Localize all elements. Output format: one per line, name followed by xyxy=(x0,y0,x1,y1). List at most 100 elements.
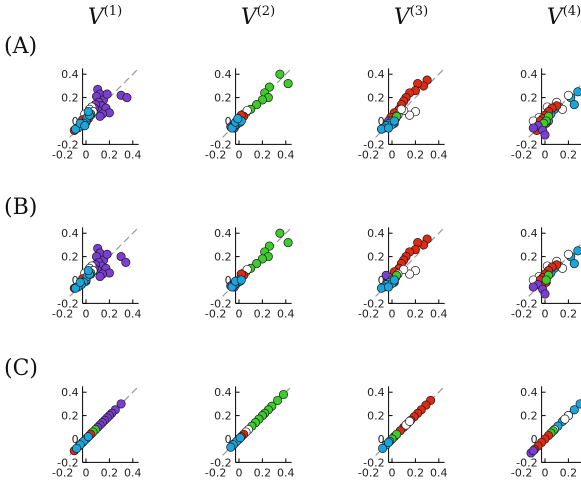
row-label-1: (A) xyxy=(4,34,37,59)
column-title-superscript: (1) xyxy=(104,4,122,19)
y-tick-label: 0 xyxy=(225,433,232,446)
x-tick-label: 0 xyxy=(236,307,243,320)
y-tick-label: -0.2 xyxy=(210,138,231,151)
y-tick-label: 0.2 xyxy=(520,251,538,264)
row-label-3: (C) xyxy=(4,356,38,381)
data-point-green xyxy=(252,100,262,110)
y-tick-label: -0.2 xyxy=(516,456,537,469)
data-point-cyan xyxy=(389,116,399,126)
x-tick-label: 0.4 xyxy=(430,466,448,479)
data-point-purple xyxy=(121,257,131,267)
y-tick-label: 0.4 xyxy=(520,68,538,81)
y-tick-label: 0 xyxy=(72,274,79,287)
y-tick-label: 0.2 xyxy=(214,410,232,423)
data-point-cyan xyxy=(233,114,243,124)
y-tick-label: 0.4 xyxy=(214,68,232,81)
data-point-cyan xyxy=(83,432,93,442)
panel-C-4: -0.200.20.4-0.200.20.4 xyxy=(511,386,581,479)
row-label-2: (B) xyxy=(4,195,37,220)
panel-B-4: -0.200.20.4-0.200.20.4 xyxy=(511,227,581,320)
data-point-cyan xyxy=(383,437,394,448)
x-tick-label: -0.2 xyxy=(358,307,379,320)
x-tick-label: 0.2 xyxy=(254,307,272,320)
panel-A-4: -0.200.20.4-0.200.20.4 xyxy=(511,68,581,161)
data-point-purple xyxy=(528,446,538,456)
data-point-cyan xyxy=(70,124,81,134)
y-tick-label: -0.2 xyxy=(363,138,384,151)
x-tick-label: 0.2 xyxy=(407,307,425,320)
y-tick-label: 0 xyxy=(531,433,538,446)
x-tick-label: 0.4 xyxy=(277,466,295,479)
column-title-2: V(2) xyxy=(241,4,275,30)
y-tick-label: -0.2 xyxy=(516,138,537,151)
data-point-purple xyxy=(116,399,126,409)
data-point-cyan xyxy=(75,277,85,287)
data-point-purple xyxy=(528,123,538,133)
data-point-purple xyxy=(95,271,105,282)
y-tick-label: 0.2 xyxy=(520,410,538,423)
y-tick-label: 0 xyxy=(378,274,385,287)
x-tick-label: -0.2 xyxy=(358,466,379,479)
data-point-cyan xyxy=(235,433,245,443)
y-tick-label: 0.2 xyxy=(367,251,385,264)
y-tick-label: 0 xyxy=(225,274,232,287)
y-tick-label: 0.4 xyxy=(61,68,79,81)
x-tick-label: 0.2 xyxy=(101,307,119,320)
data-point-cyan xyxy=(83,107,93,117)
data-point-green xyxy=(275,69,285,79)
panel-C-3: -0.2 0 0.2 0.4 -0.2 0 0.2 0.4 xyxy=(358,386,448,479)
y-tick-label: 0.2 xyxy=(61,92,79,105)
x-tick-label: 0.2 xyxy=(407,466,425,479)
y-tick-label: -0.2 xyxy=(363,297,384,310)
data-point-white xyxy=(563,249,573,259)
x-tick-label: 0.4 xyxy=(277,148,295,161)
y-tick-label: 0 xyxy=(378,115,385,128)
x-tick-label: -0.2 xyxy=(511,466,532,479)
x-tick-label: -0.2 xyxy=(52,307,73,320)
column-title-base: V xyxy=(88,5,106,30)
data-point-cyan xyxy=(80,121,90,131)
data-point-purple xyxy=(95,111,105,121)
data-point-cyan xyxy=(378,443,388,453)
x-tick-label: 0 xyxy=(83,148,90,161)
y-tick-label: 0.4 xyxy=(367,227,385,240)
x-tick-label: 0.2 xyxy=(560,307,578,320)
y-tick-label: 0.4 xyxy=(61,386,79,399)
column-title-4: V(4) xyxy=(547,4,581,30)
data-point-purple xyxy=(381,270,391,280)
x-tick-label: 0 xyxy=(542,148,549,161)
data-point-green xyxy=(541,275,551,285)
data-point-green xyxy=(273,395,283,405)
column-title-base: V xyxy=(241,5,259,30)
y-tick-label: 0.4 xyxy=(367,68,385,81)
data-point-cyan xyxy=(83,266,93,276)
y-tick-label: 0.2 xyxy=(61,410,79,423)
y-tick-label: 0 xyxy=(225,115,232,128)
data-point-green xyxy=(283,79,293,89)
data-point-purple xyxy=(528,282,538,292)
data-point-white xyxy=(405,416,415,426)
x-tick-label: 0 xyxy=(389,307,396,320)
y-tick-label: 0 xyxy=(72,115,79,128)
data-point-green xyxy=(283,238,293,248)
column-title-superscript: (2) xyxy=(257,4,275,19)
x-tick-label: 0 xyxy=(389,466,396,479)
y-tick-label: -0.2 xyxy=(57,297,78,310)
x-tick-label: 0 xyxy=(236,148,243,161)
y-tick-label: 0.2 xyxy=(61,251,79,264)
x-tick-label: 0.2 xyxy=(101,148,119,161)
column-title-1: V(1) xyxy=(88,4,122,30)
panel-grid: -0.2 0 0.2 0.4 -0.2 0 0.2 0.4 -0.2 0 0.2 0.4 -0.2 0 0.… xyxy=(52,68,581,479)
panel-B-2: -0.2 0 0.2 0.4 -0.2 0 0.2 0.4 xyxy=(205,227,295,320)
y-tick-label: 0 xyxy=(378,433,385,446)
y-tick-label: 0.4 xyxy=(214,386,232,399)
column-titles: V(1) V(2) V(3) V(4) xyxy=(88,4,581,30)
column-title-superscript: (4) xyxy=(563,4,581,19)
y-tick-label: 0.4 xyxy=(367,386,385,399)
data-point-cyan xyxy=(575,399,581,409)
x-tick-label: 0.2 xyxy=(407,148,425,161)
y-tick-label: 0.4 xyxy=(214,227,232,240)
x-tick-label: 0 xyxy=(83,307,90,320)
data-point-cyan xyxy=(383,123,394,133)
